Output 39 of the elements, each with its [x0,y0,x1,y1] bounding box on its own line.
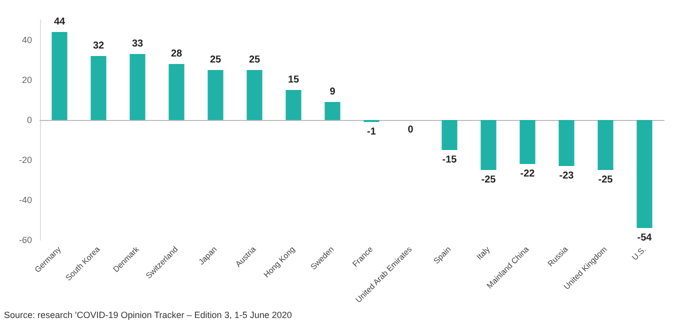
y-tick-label: 20 [22,75,32,85]
bar [168,64,184,120]
bar [130,54,146,120]
data-label: -22 [520,168,536,180]
data-label: -54 [637,232,652,244]
data-label: 33 [132,38,144,50]
data-label: 9 [330,86,336,98]
data-label: -1 [367,126,376,138]
bar [208,70,224,120]
data-label: 44 [54,16,66,28]
data-label: -25 [598,174,614,186]
data-label: 32 [92,40,104,52]
bar [520,120,536,164]
bar [480,120,496,170]
y-tick-label: -60 [18,235,32,245]
data-label: -23 [559,170,574,182]
bar [558,120,574,166]
y-tick-label: -20 [18,155,32,165]
bar [90,56,106,120]
y-tick-label: 0 [26,115,32,125]
data-label: 0 [408,124,414,136]
data-label: 15 [288,74,300,86]
data-label: -15 [442,154,458,166]
data-label: 25 [210,54,222,66]
data-label: 28 [170,48,182,60]
bar [246,70,262,120]
source-note: Source: research 'COVID-19 Opinion Tracker – Edition 3, 1-5 June 2020 [3,310,293,322]
bar [286,90,302,120]
x-tick-label: Italy [474,244,492,262]
bar [442,120,458,150]
data-label: -25 [481,174,496,186]
bar [598,120,614,170]
y-tick-label: 40 [22,35,32,45]
x-tick-label: U.S. [630,244,648,262]
bar [52,32,68,120]
bar [636,120,652,228]
data-label: 25 [248,54,260,66]
bar [324,102,340,120]
y-tick-label: -40 [18,195,32,205]
